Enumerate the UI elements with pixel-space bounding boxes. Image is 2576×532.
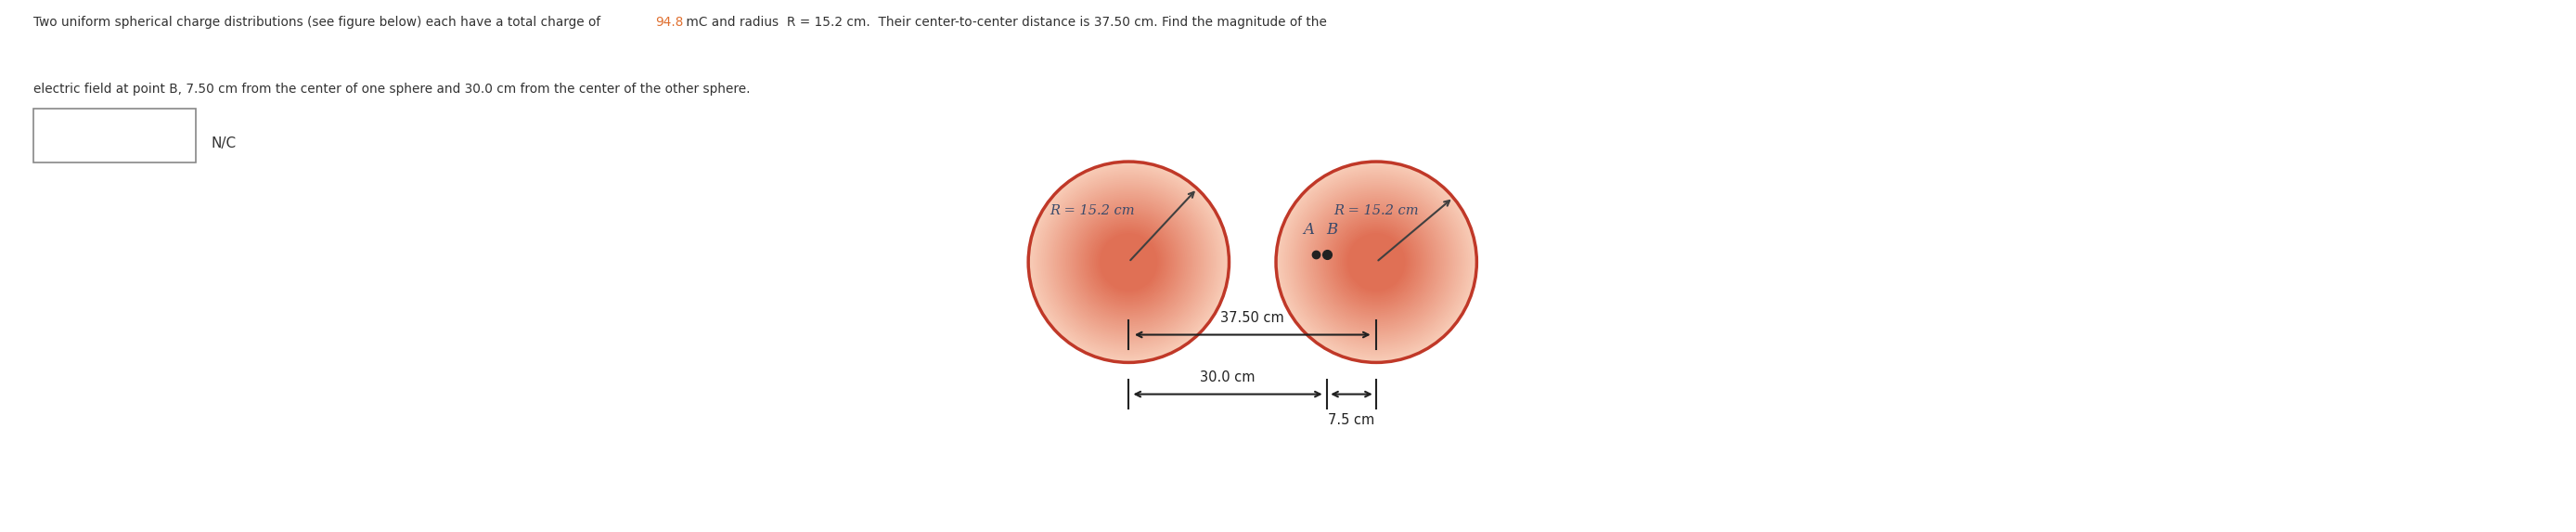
Circle shape <box>1275 162 1476 362</box>
Circle shape <box>1280 167 1471 357</box>
Circle shape <box>1324 210 1430 314</box>
Circle shape <box>1079 212 1180 312</box>
Text: R = 15.2 cm: R = 15.2 cm <box>1051 204 1136 217</box>
Circle shape <box>1345 230 1409 294</box>
Text: electric field at point B, 7.50 cm from the center of one sphere and 30.0 cm fro: electric field at point B, 7.50 cm from … <box>33 82 750 95</box>
Circle shape <box>1046 180 1211 344</box>
Circle shape <box>1064 197 1193 327</box>
Circle shape <box>1051 184 1206 340</box>
Circle shape <box>1296 182 1455 342</box>
Circle shape <box>1285 171 1468 353</box>
Circle shape <box>1030 163 1226 361</box>
Text: 94.8: 94.8 <box>654 16 683 29</box>
Circle shape <box>1288 173 1466 351</box>
Text: 37.50 cm: 37.50 cm <box>1221 311 1285 325</box>
Circle shape <box>1311 197 1443 327</box>
Circle shape <box>1028 162 1229 362</box>
Circle shape <box>1072 204 1188 320</box>
Text: A: A <box>1303 222 1314 238</box>
Circle shape <box>1054 188 1203 337</box>
Circle shape <box>1293 178 1461 346</box>
Circle shape <box>1097 230 1162 294</box>
Circle shape <box>1321 206 1432 318</box>
Circle shape <box>1342 228 1409 296</box>
Circle shape <box>1316 202 1435 322</box>
Circle shape <box>1298 184 1455 340</box>
Circle shape <box>1066 199 1193 326</box>
Circle shape <box>1309 193 1445 331</box>
Circle shape <box>1332 217 1422 307</box>
Circle shape <box>1074 208 1182 316</box>
Circle shape <box>1291 177 1463 347</box>
Circle shape <box>1278 163 1476 361</box>
Circle shape <box>1347 232 1406 292</box>
Circle shape <box>1036 169 1221 355</box>
Text: R = 15.2 cm: R = 15.2 cm <box>1334 204 1419 217</box>
Circle shape <box>1296 180 1458 344</box>
Circle shape <box>1314 201 1437 323</box>
Circle shape <box>1090 223 1167 301</box>
Circle shape <box>1033 165 1226 359</box>
Circle shape <box>1066 201 1190 323</box>
Circle shape <box>1092 227 1164 297</box>
Circle shape <box>1100 234 1157 290</box>
Circle shape <box>1100 232 1159 292</box>
Circle shape <box>1056 189 1200 335</box>
Circle shape <box>1059 192 1200 333</box>
Circle shape <box>1087 221 1170 303</box>
Circle shape <box>1069 202 1188 322</box>
Circle shape <box>1041 173 1218 351</box>
Text: 30.0 cm: 30.0 cm <box>1200 370 1255 384</box>
Text: 7.5 cm: 7.5 cm <box>1329 413 1376 427</box>
Circle shape <box>1327 212 1427 312</box>
Circle shape <box>1095 228 1162 296</box>
Circle shape <box>1337 223 1417 301</box>
Circle shape <box>1342 227 1412 297</box>
Text: B: B <box>1327 222 1337 238</box>
Circle shape <box>1092 225 1167 300</box>
Circle shape <box>1340 225 1414 300</box>
Circle shape <box>1061 195 1195 329</box>
Circle shape <box>1079 213 1177 311</box>
Circle shape <box>1084 217 1175 307</box>
Circle shape <box>1048 182 1208 342</box>
Circle shape <box>1321 208 1430 316</box>
Circle shape <box>1309 195 1443 329</box>
Circle shape <box>1301 188 1450 337</box>
Circle shape <box>1347 234 1404 290</box>
Circle shape <box>1327 213 1425 311</box>
Circle shape <box>1306 192 1448 333</box>
Circle shape <box>1059 193 1198 331</box>
Circle shape <box>1301 186 1453 338</box>
Circle shape <box>1072 206 1185 318</box>
Circle shape <box>1303 189 1448 335</box>
Circle shape <box>1084 219 1172 305</box>
Circle shape <box>1043 177 1213 347</box>
Text: N/C: N/C <box>211 137 237 151</box>
Circle shape <box>1334 219 1419 305</box>
Circle shape <box>1319 204 1435 320</box>
Circle shape <box>1038 171 1221 353</box>
Text: mC and radius  R = 15.2 cm.  Their center-to-center distance is 37.50 cm. Find t: mC and radius R = 15.2 cm. Their center-… <box>683 16 1327 29</box>
Circle shape <box>1329 215 1422 309</box>
Circle shape <box>1283 169 1468 355</box>
Circle shape <box>1077 210 1180 314</box>
Circle shape <box>1041 174 1216 350</box>
Circle shape <box>1314 199 1440 326</box>
Circle shape <box>1082 215 1175 309</box>
Circle shape <box>1046 178 1213 346</box>
Circle shape <box>1288 174 1463 350</box>
Text: Two uniform spherical charge distributions (see figure below) each have a total : Two uniform spherical charge distributio… <box>33 16 605 29</box>
Circle shape <box>1033 167 1224 357</box>
Circle shape <box>1280 165 1473 359</box>
Circle shape <box>1334 221 1417 303</box>
Circle shape <box>1054 186 1206 338</box>
